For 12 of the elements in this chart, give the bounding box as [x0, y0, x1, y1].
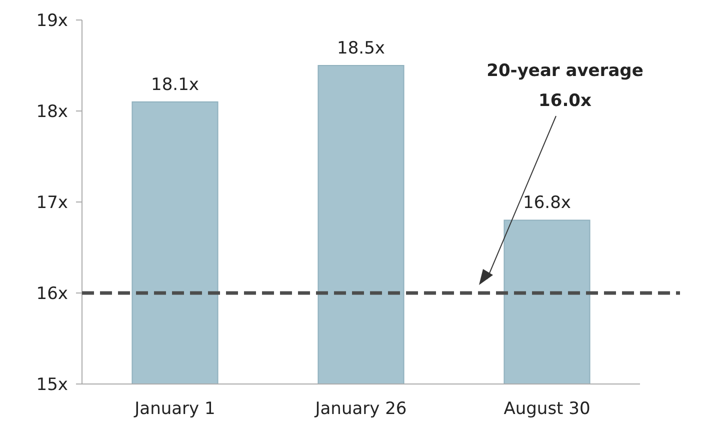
y-tick-label: 18x	[36, 102, 68, 122]
y-tick-label: 15x	[36, 374, 68, 395]
y-tick-label: 19x	[36, 10, 68, 31]
data-label: 18.5x	[337, 38, 385, 58]
y-tick-label: 16x	[36, 284, 68, 304]
x-tick-label: January 26	[314, 399, 407, 419]
data-label: 16.8x	[523, 193, 571, 214]
x-tick-label: January 1	[134, 399, 216, 419]
y-tick-label: 17x	[36, 192, 68, 213]
x-tick-label: August 30	[504, 399, 590, 419]
data-label: 18.1x	[151, 74, 199, 95]
annotation: 20-year average 16.0x	[486, 61, 644, 111]
